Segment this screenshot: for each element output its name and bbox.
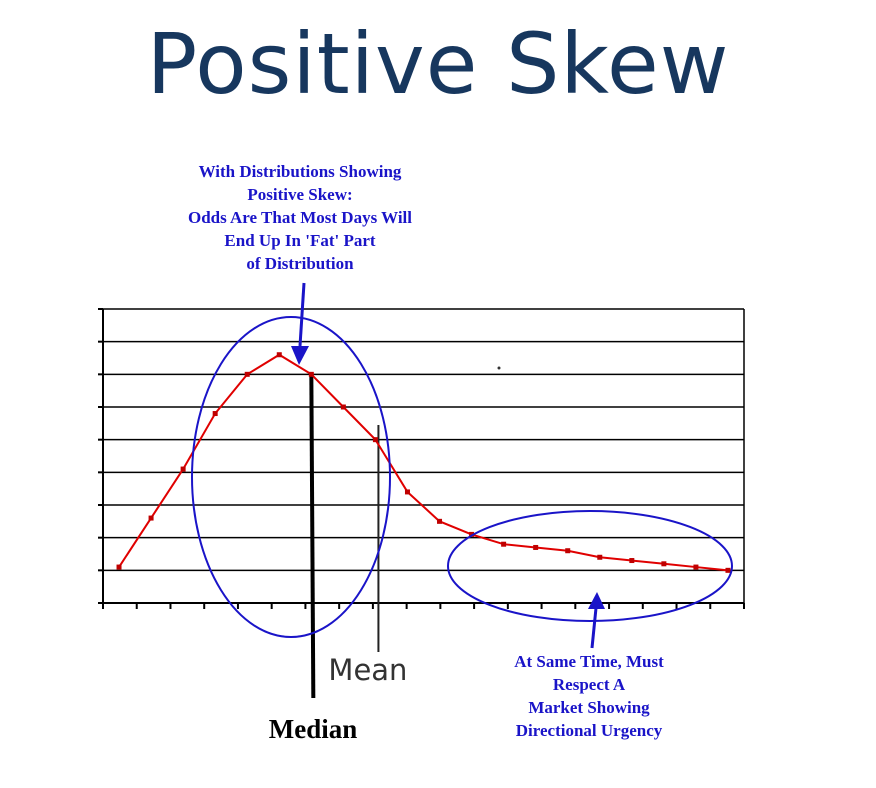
bottom-annotation-line: Respect A: [552, 675, 626, 694]
data-point: [180, 466, 186, 472]
data-point: [212, 411, 218, 417]
mean-label: Mean: [328, 653, 407, 687]
data-point: [501, 541, 507, 547]
data-point: [693, 564, 699, 570]
data-point: [276, 352, 282, 358]
data-point: [533, 544, 539, 550]
arrow-head: [291, 346, 309, 365]
fat-part-ellipse: [191, 316, 391, 638]
data-point: [116, 564, 122, 570]
tail-ellipse: [447, 510, 733, 622]
median-line: [309, 374, 316, 699]
page-title: Positive Skew: [146, 15, 730, 113]
arrow-shaft: [590, 607, 598, 649]
arrow-head: [588, 592, 605, 609]
distribution-curve: [116, 352, 731, 573]
data-point: [725, 567, 731, 573]
bottom-annotation: At Same Time, Must Respect A Market Show…: [478, 650, 700, 742]
data-point: [469, 531, 475, 537]
bottom-annotation-line: At Same Time, Must: [514, 652, 664, 671]
x-axis-ticks: [102, 603, 745, 609]
top-annotation-line: Odds Are That Most Days Will: [187, 208, 413, 227]
top-annotation: With Distributions Showing Positive Skew…: [150, 160, 450, 275]
data-point: [244, 371, 250, 377]
data-point: [661, 561, 667, 567]
data-point: [597, 554, 603, 560]
arrow-to-tail: [588, 592, 605, 649]
data-point: [404, 489, 410, 495]
top-annotation-line: of Distribution: [246, 254, 354, 273]
series-line: [118, 353, 729, 572]
top-annotation-line: Positive Skew:: [247, 185, 353, 204]
data-point: [437, 518, 443, 524]
top-annotation-line: With Distributions Showing: [198, 162, 402, 181]
median-label: Median: [268, 714, 358, 744]
stray-dot: [497, 366, 501, 370]
data-point: [308, 371, 314, 377]
arrow-shaft: [298, 282, 306, 347]
data-point: [372, 437, 378, 443]
data-point: [148, 515, 154, 521]
arrow-to-peak: [291, 282, 309, 365]
bottom-annotation-line: Market Showing: [528, 698, 650, 717]
data-point: [565, 548, 571, 554]
bottom-annotation-line: Directional Urgency: [515, 721, 663, 740]
data-point: [340, 404, 346, 410]
top-annotation-line: End Up In 'Fat' Part: [224, 231, 376, 250]
data-point: [629, 558, 635, 564]
chart-grid: [98, 308, 745, 604]
